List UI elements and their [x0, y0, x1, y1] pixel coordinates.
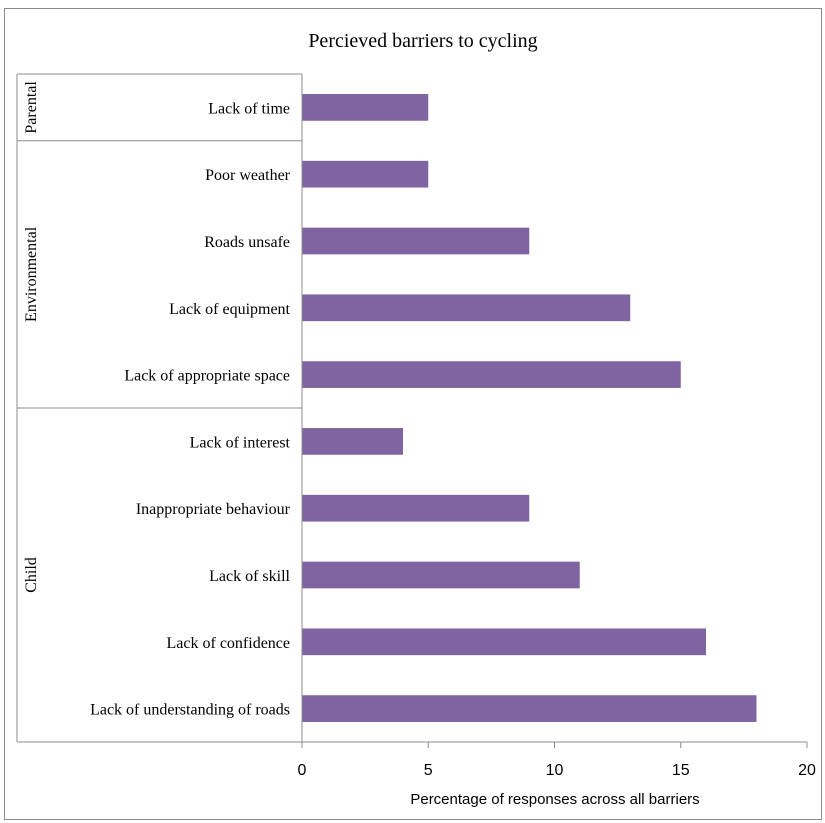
category-label: Lack of interest — [190, 434, 291, 451]
bar-lack-of-skill — [302, 561, 580, 589]
category-label: Poor weather — [205, 167, 291, 184]
bar-lack-of-interest — [302, 428, 403, 455]
bar-lack-of-time — [302, 94, 429, 121]
group-label: Parental — [23, 81, 40, 134]
x-tick-label: 0 — [298, 762, 307, 779]
x-tick-label: 20 — [798, 762, 816, 779]
category-label: Lack of equipment — [169, 301, 290, 318]
category-label: Lack of skill — [209, 568, 290, 585]
bar-lack-of-confidence — [302, 628, 706, 656]
bar-poor-weather — [302, 160, 429, 188]
x-tick-label: 15 — [672, 762, 690, 779]
category-label: Lack of time — [208, 100, 290, 117]
bar-lack-of-equipment — [302, 294, 631, 322]
group-label: Child — [23, 557, 40, 593]
category-label: Lack of understanding of roads — [90, 702, 290, 719]
x-tick-label: 5 — [424, 762, 433, 779]
x-axis-label: Percentage of responses across all barri… — [410, 791, 699, 808]
category-label: Roads unsafe — [204, 234, 290, 251]
bar-lack-of-understanding-of-roads — [302, 695, 757, 722]
bar-inappropriate-behaviour — [302, 494, 530, 522]
x-tick-label: 10 — [546, 762, 564, 779]
group-label: Environmental — [23, 226, 40, 322]
bar-lack-of-appropriate-space — [302, 361, 681, 388]
plot-area: Lack of time Poor weather Roads unsafe Lack… — [16, 73, 816, 779]
category-label: Lack of appropriate space — [124, 368, 290, 385]
category-label: Lack of confidence — [167, 635, 290, 652]
category-label: Inappropriate behaviour — [136, 501, 291, 518]
chart-frame — [4, 8, 822, 820]
chart-title: Percieved barriers to cycling — [308, 30, 537, 52]
bar-roads-unsafe — [302, 227, 530, 255]
